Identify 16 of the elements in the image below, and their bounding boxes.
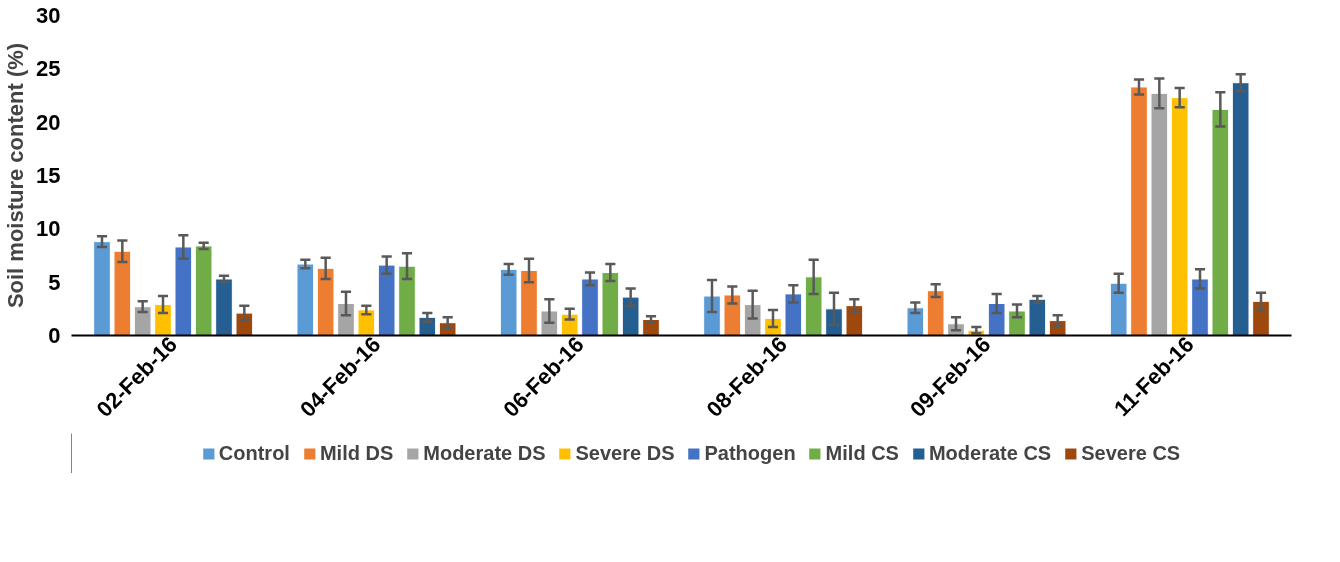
y-tick-label: 5 — [48, 269, 61, 295]
legend-label: Mild DS — [319, 441, 394, 465]
legend-label: Severe DS — [575, 441, 675, 465]
y-axis-title: Soil moisture content (%) — [3, 42, 29, 309]
legend-label: Mild CS — [825, 441, 899, 465]
y-tick-label: 30 — [36, 3, 61, 28]
y-tick-label: 0 — [48, 323, 61, 348]
legend-label: Control — [218, 441, 290, 465]
y-tick-label: 25 — [36, 56, 61, 82]
legend-label: Pathogen — [704, 441, 796, 465]
y-tick-label: 15 — [36, 163, 61, 188]
y-tick-label: 10 — [36, 216, 61, 242]
legend-label: Moderate CS — [928, 441, 1052, 465]
legend-label: Severe CS — [1081, 441, 1181, 465]
y-tick-label: 20 — [36, 109, 61, 135]
legend-label: Moderate DS — [423, 441, 546, 465]
